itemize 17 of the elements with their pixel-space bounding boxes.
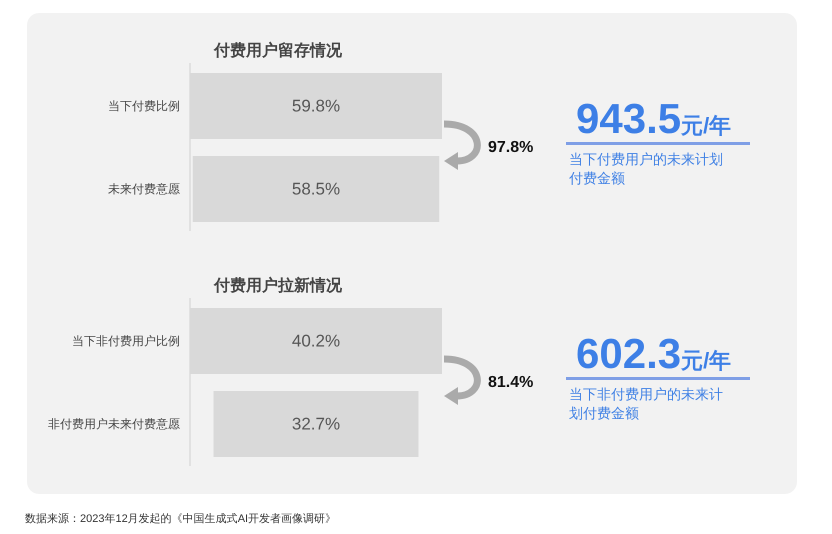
source-note: 数据来源：2023年12月发起的《中国生成式AI开发者画像调研》	[25, 512, 336, 526]
category-label: 非付费用户未来付费意愿	[48, 417, 180, 431]
text: 当下付费用户的未来计划付费金额	[568, 150, 724, 188]
data-label: 40.2%	[292, 332, 340, 350]
data-label: 58.5%	[292, 180, 340, 198]
data-label: 32.7%	[292, 414, 340, 434]
category-label: 当下非付费用户比例	[72, 334, 180, 348]
text: 97.8%	[488, 139, 534, 156]
text: 943.5元/年	[566, 95, 750, 145]
text: 602.3元/年	[566, 330, 750, 380]
text: 付费用户拉新情况	[213, 276, 343, 294]
category-label: 未来付费意愿	[108, 182, 180, 196]
text: 当下非付费用户的未来计划付费金额	[568, 385, 724, 423]
text: 付费用户留存情况	[213, 42, 343, 60]
data-label: 59.8%	[292, 96, 340, 116]
category-label: 当下付费比例	[108, 99, 180, 113]
text: 81.4%	[488, 374, 534, 391]
